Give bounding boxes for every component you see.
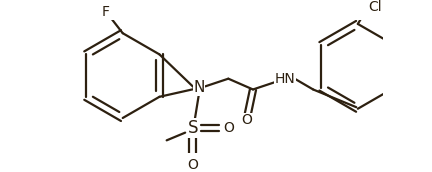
Text: N: N [194, 80, 205, 95]
Text: O: O [187, 158, 198, 172]
Text: S: S [187, 119, 198, 137]
Text: O: O [223, 121, 234, 135]
Text: HN: HN [275, 72, 296, 86]
Text: Cl: Cl [368, 0, 381, 14]
Text: O: O [241, 113, 252, 127]
Text: F: F [102, 5, 110, 19]
